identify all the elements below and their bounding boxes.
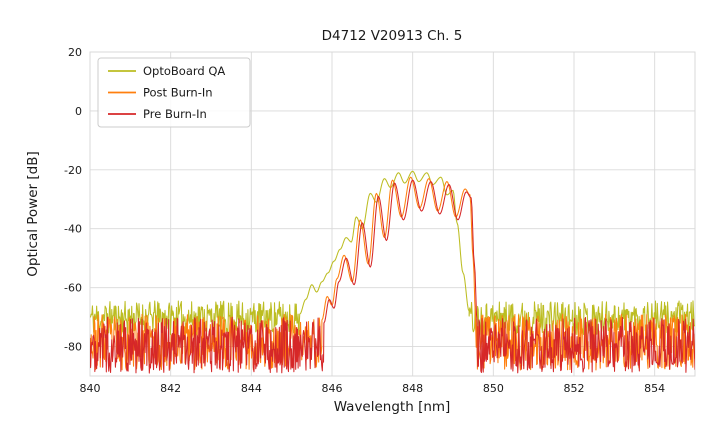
chart-title: D4712 V20913 Ch. 5 <box>322 28 463 44</box>
y-axis-label: Optical Power [dB] <box>25 151 41 276</box>
legend-label: Pre Burn-In <box>143 107 207 121</box>
y-tick-label: -80 <box>64 341 82 354</box>
x-tick-label: 840 <box>80 382 101 395</box>
x-tick-label: 846 <box>322 382 343 395</box>
legend-box <box>97 57 251 128</box>
legend-label: Post Burn-In <box>143 86 213 100</box>
x-tick-label: 842 <box>160 382 181 395</box>
legend-label: OptoBoard QA <box>143 64 225 78</box>
legend-item: Pre Burn-In <box>108 107 207 121</box>
x-tick-label: 850 <box>483 382 504 395</box>
y-tick-label: -20 <box>64 164 82 177</box>
x-tick-label: 844 <box>241 382 262 395</box>
legend-item: OptoBoard QA <box>108 64 225 78</box>
legend-item: Post Burn-In <box>108 86 213 100</box>
y-tick-label: 0 <box>75 105 82 118</box>
series-line-pre-burn-in <box>90 179 695 374</box>
y-tick-label: -60 <box>64 282 82 295</box>
legend: OptoBoard QA Post Burn-In Pre Burn-In <box>97 57 251 128</box>
x-axis-label: Wavelength [nm] <box>334 399 451 415</box>
x-tick-label: 852 <box>564 382 585 395</box>
axis-ticks: 840 842 844 846 848 850 852 854 20 0 -20 -40 -60 -80 <box>64 46 665 395</box>
y-tick-label: 20 <box>68 46 82 59</box>
series-lines <box>90 170 695 374</box>
x-tick-label: 848 <box>402 382 423 395</box>
y-tick-label: -40 <box>64 223 82 236</box>
plot-border <box>89 51 696 377</box>
series-line-optoboard-qa <box>90 170 695 336</box>
x-tick-label: 854 <box>644 382 665 395</box>
